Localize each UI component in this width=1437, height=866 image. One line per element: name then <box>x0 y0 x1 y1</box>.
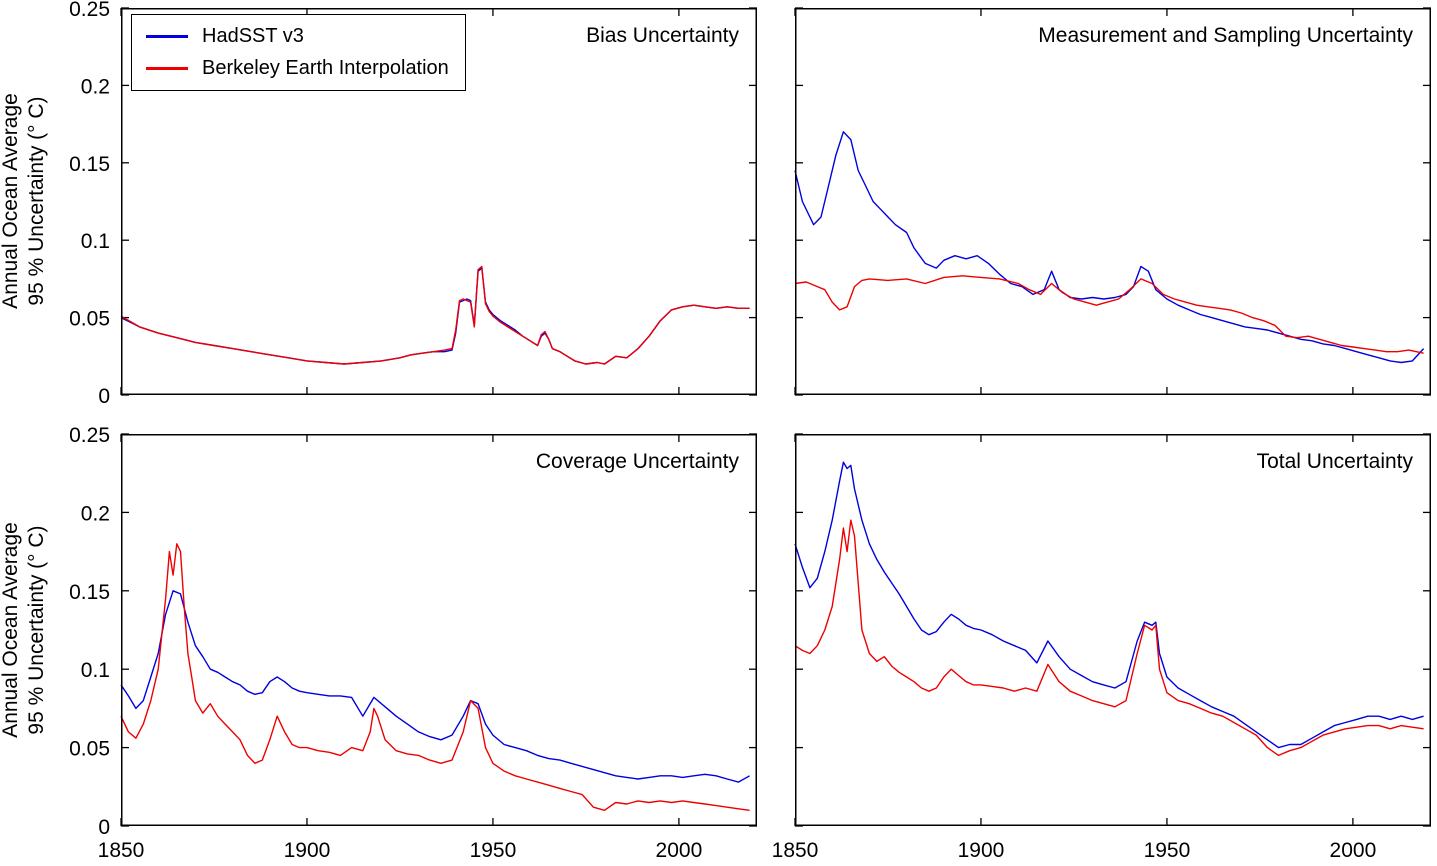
panel-total-uncertainty: 1850 1900 1950 2000 Total Uncertainty <box>772 433 1431 862</box>
axes-box <box>795 8 1431 395</box>
legend-item-berkeley: Berkeley Earth Interpolation <box>146 57 449 80</box>
hadsst-v3-line <box>794 461 1424 749</box>
y-tick-label: 0 <box>98 816 110 839</box>
legend-item-hadsst: HadSST v3 <box>146 25 449 48</box>
x-tick-label: 1850 <box>98 839 145 862</box>
hadsst-v3-line <box>120 267 750 365</box>
panel-title-coverage: Coverage Uncertainty <box>535 450 739 473</box>
berkeley-line-sample-icon <box>146 67 188 70</box>
berkeley-earth-interpolation-line <box>794 519 1424 757</box>
y-tick-label: 0.1 <box>81 659 110 682</box>
y-tick-label: 0.1 <box>81 230 110 253</box>
bias-uncertainty-plot: 0 0.05 0.1 0.15 0.2 0.25 <box>69 0 757 408</box>
x-tick-label: 1950 <box>470 839 517 862</box>
berkeley-earth-interpolation-line <box>120 265 750 365</box>
x-tick-label: 1850 <box>772 839 819 862</box>
measurement-sampling-uncertainty-plot <box>794 7 1431 396</box>
y-tick-label: 0.2 <box>81 75 110 98</box>
y-tick-label: 0.15 <box>69 581 110 604</box>
panel-title-total: Total Uncertainty <box>1256 450 1413 473</box>
axes-box <box>795 434 1431 826</box>
panel-title-bias: Bias Uncertainty <box>586 24 739 47</box>
y-axis-label-line2: 95 % Uncertainty (° C) <box>25 525 48 735</box>
y-tick-label: 0.05 <box>69 738 110 761</box>
x-tick-label: 1950 <box>1144 839 1191 862</box>
y-tick-label: 0 <box>98 385 110 408</box>
y-axis-label-top-row: Annual Ocean Average 95 % Uncertainty (°… <box>0 0 52 416</box>
y-axis-label-line1: Annual Ocean Average <box>0 522 22 738</box>
y-tick-label: 0.15 <box>69 153 110 176</box>
y-axis-label-line2: 95 % Uncertainty (° C) <box>25 96 48 306</box>
x-tick-label: 2000 <box>656 839 703 862</box>
x-tick-label: 1900 <box>284 839 331 862</box>
total-uncertainty-plot: 1850 1900 1950 2000 <box>772 433 1431 862</box>
hadsst-v3-line <box>120 590 750 783</box>
legend: HadSST v3 Berkeley Earth Interpolation <box>131 14 466 91</box>
y-tick-label: 0.25 <box>69 424 110 447</box>
legend-label-berkeley: Berkeley Earth Interpolation <box>202 57 449 79</box>
berkeley-earth-interpolation-line <box>120 543 750 811</box>
panel-measurement-sampling-uncertainty: Measurement and Sampling Uncertainty <box>794 7 1431 396</box>
panel-bias-uncertainty: 0 0.05 0.1 0.15 0.2 0.25 Bias Uncertainty <box>69 0 757 408</box>
x-tick-label: 2000 <box>1330 839 1377 862</box>
panel-coverage-uncertainty: 1850 1900 1950 2000 0 0.05 0.1 0.15 0.2 0.25 Cove… <box>69 424 757 862</box>
y-axis-label-bottom-row: Annual Ocean Average 95 % Uncertainty (°… <box>0 415 52 845</box>
hadsst-line-sample-icon <box>146 35 188 38</box>
hadsst-v3-line <box>794 131 1425 364</box>
y-axis-label-line1: Annual Ocean Average <box>0 93 22 309</box>
panel-title-measurement-sampling: Measurement and Sampling Uncertainty <box>1038 24 1413 47</box>
y-tick-label: 0.25 <box>69 0 110 21</box>
y-tick-label: 0.05 <box>69 308 110 331</box>
x-tick-label: 1900 <box>958 839 1005 862</box>
coverage-uncertainty-plot: 1850 1900 1950 2000 0 0.05 0.1 0.15 0.2 0.25 <box>69 424 757 862</box>
legend-label-hadsst: HadSST v3 <box>202 25 304 47</box>
axes-box <box>121 434 757 826</box>
y-tick-label: 0.2 <box>81 502 110 525</box>
axes-box <box>121 8 757 395</box>
berkeley-earth-interpolation-line <box>794 275 1424 354</box>
